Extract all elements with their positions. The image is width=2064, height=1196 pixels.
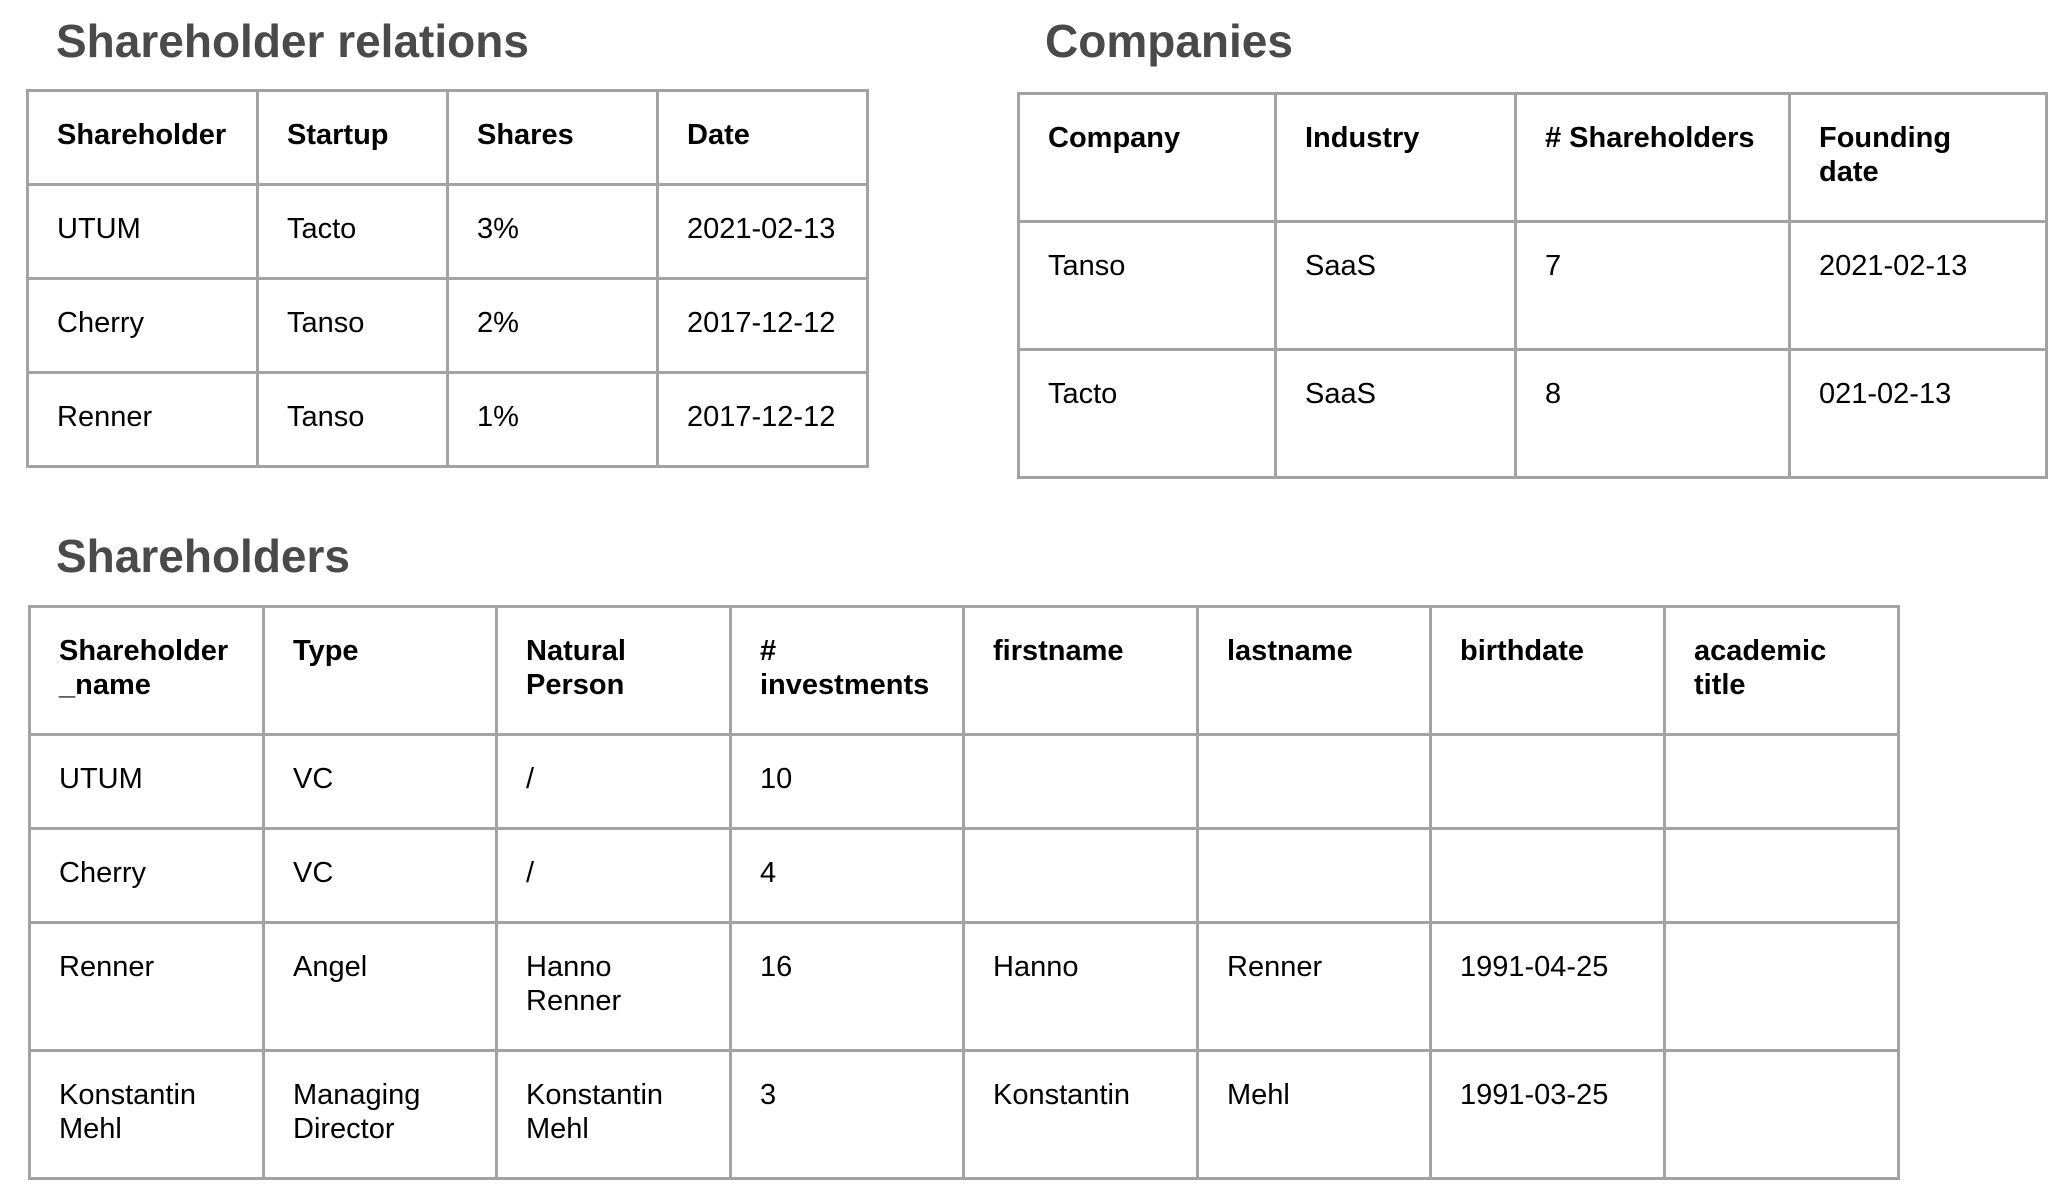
table-header-row: Shareholder _name Type Natural Person # … [28,605,1900,736]
table-cell: / [495,733,732,830]
table-header-row: Company Industry # Shareholders Founding… [1017,92,2048,223]
table-header-row: Shareholder Startup Shares Date [26,89,869,186]
table-cell: Konstantin [962,1049,1199,1180]
table-cell [1663,827,1900,924]
table-cell [1663,733,1900,830]
table-cell: UTUM [26,183,259,280]
table-cell [1663,1049,1900,1180]
table-cell: Tacto [256,183,449,280]
column-header-shareholder-count: # Shareholders [1514,92,1791,223]
column-header-lastname: lastname [1196,605,1432,736]
table-row: UTUM VC / 10 [28,733,1900,830]
column-header-birthdate: birthdate [1429,605,1666,736]
table-cell: SaaS [1274,348,1517,479]
table-row: Cherry Tanso 2% 2017-12-12 [26,277,869,374]
table-cell [1663,921,1900,1052]
table-cell: SaaS [1274,220,1517,351]
table-cell: UTUM [28,733,265,830]
table-cell [1429,733,1666,830]
table-cell: 4 [729,827,965,924]
column-header-startup: Startup [256,89,449,186]
table-cell: Tacto [1017,348,1277,479]
table-cell: 1% [446,371,659,468]
column-header-academic-title: academic title [1663,605,1900,736]
table-cell: Cherry [26,277,259,374]
table-cell: Angel [262,921,498,1052]
table-cell [962,733,1199,830]
table-row: Renner Angel Hanno Renner 16 Hanno Renne… [28,921,1900,1052]
table-cell: 1991-04-25 [1429,921,1666,1052]
table-cell: Tanso [256,277,449,374]
table-cell: Tanso [1017,220,1277,351]
table-cell: / [495,827,732,924]
table-cell: Mehl [1196,1049,1432,1180]
column-header-type: Type [262,605,498,736]
table-row: Tacto SaaS 8 021-02-13 [1017,348,2048,479]
table-cell: VC [262,827,498,924]
table-cell [1196,827,1432,924]
table-cell: 1991-03-25 [1429,1049,1666,1180]
column-header-shares: Shares [446,89,659,186]
table-cell: Tanso [256,371,449,468]
table-cell: 10 [729,733,965,830]
table-cell: 8 [1514,348,1791,479]
table-cell: 2% [446,277,659,374]
table-cell: 2021-02-13 [656,183,869,280]
table-cell [962,827,1199,924]
table-cell: 2021-02-13 [1788,220,2048,351]
table-cell: Hanno [962,921,1199,1052]
table-row: Cherry VC / 4 [28,827,1900,924]
table-cell: Konstantin Mehl [495,1049,732,1180]
table-cell: VC [262,733,498,830]
table-row: Konstantin Mehl Managing Director Konsta… [28,1049,1900,1180]
table-cell: Hanno Renner [495,921,732,1052]
column-header-company: Company [1017,92,1277,223]
table-cell [1196,733,1432,830]
table-cell: 3% [446,183,659,280]
table-row: Tanso SaaS 7 2021-02-13 [1017,220,2048,351]
table-cell [1429,827,1666,924]
column-header-investments: # investments [729,605,965,736]
column-header-industry: Industry [1274,92,1517,223]
column-header-founding-date: Founding date [1788,92,2048,223]
column-header-shareholder: Shareholder [26,89,259,186]
table-row: Renner Tanso 1% 2017-12-12 [26,371,869,468]
shareholders-title: Shareholders [56,530,350,582]
table-cell: Managing Director [262,1049,498,1180]
column-header-natural-person: Natural Person [495,605,732,736]
table-cell: Renner [1196,921,1432,1052]
table-cell: 2017-12-12 [656,371,869,468]
table-cell: Renner [26,371,259,468]
shareholder-relations-table: Shareholder Startup Shares Date UTUM Tac… [26,89,869,468]
table-cell: 2017-12-12 [656,277,869,374]
column-header-firstname: firstname [962,605,1199,736]
companies-title: Companies [1045,15,1293,67]
table-cell: Konstantin Mehl [28,1049,265,1180]
column-header-shareholder-name: Shareholder _name [28,605,265,736]
table-cell: 021-02-13 [1788,348,2048,479]
table-cell: Renner [28,921,265,1052]
column-header-date: Date [656,89,869,186]
table-cell: 7 [1514,220,1791,351]
companies-table: Company Industry # Shareholders Founding… [1017,92,2048,479]
shareholders-table: Shareholder _name Type Natural Person # … [28,605,1900,1180]
table-cell: Cherry [28,827,265,924]
table-row: UTUM Tacto 3% 2021-02-13 [26,183,869,280]
shareholder-relations-title: Shareholder relations [56,15,529,67]
table-cell: 3 [729,1049,965,1180]
table-cell: 16 [729,921,965,1052]
